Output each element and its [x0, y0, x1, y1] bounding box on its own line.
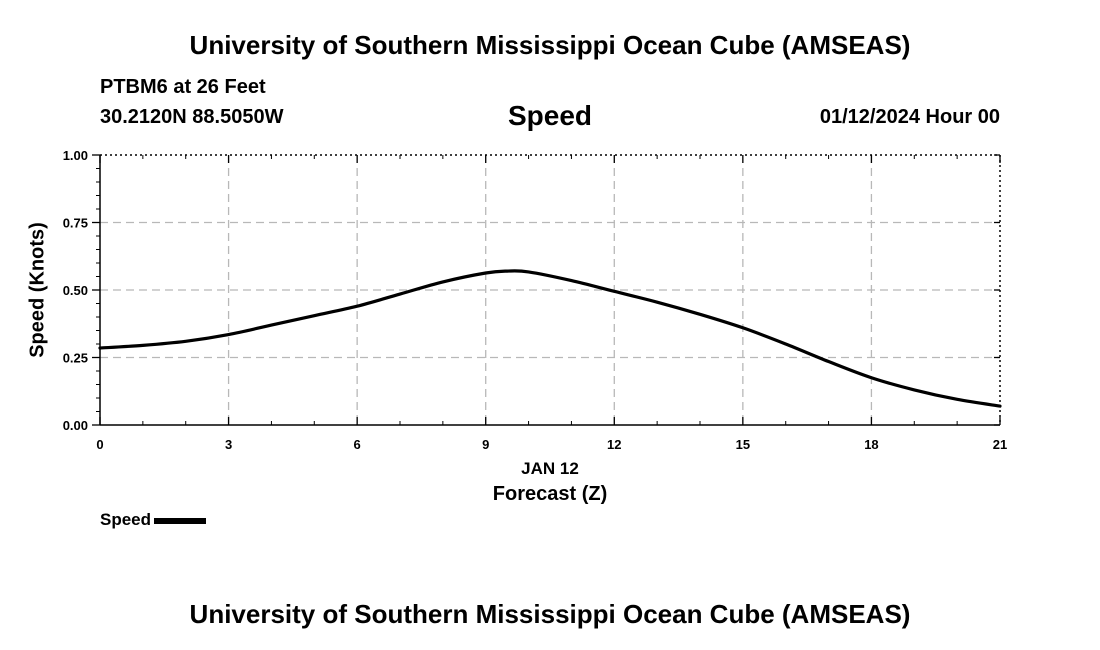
y-tick-label: 0.25 [63, 351, 88, 366]
x-tick-label: 6 [354, 437, 361, 452]
y-tick-label: 1.00 [63, 148, 88, 163]
y-tick-label: 0.50 [63, 283, 88, 298]
station-label: PTBM6 at 26 Feet [100, 76, 266, 98]
chart-title: Speed [507, 100, 593, 131]
run-time-label: 01/12/2024 Hour 00 [819, 106, 1000, 128]
x-axis-date-label: JAN 12 [521, 459, 579, 478]
y-tick-label: 0.00 [63, 418, 88, 433]
x-tick-label: 9 [482, 437, 489, 452]
x-tick-label: 21 [993, 437, 1007, 452]
grid-lines [100, 155, 1000, 425]
axis-ticks [92, 154, 1001, 426]
page-title: University of Southern Mississippi Ocean… [189, 30, 911, 60]
chart-legend: Speed [100, 510, 207, 530]
tick-labels: 0 3 6 9 12 15 18 21 0.00 0.25 0.50 0.75 1.00 [63, 148, 1008, 452]
series-layer [98, 269, 1002, 408]
x-tick-label: 3 [225, 437, 232, 452]
y-axis-label: Speed (Knots) [26, 222, 49, 358]
legend-label-speed: Speed [100, 510, 152, 529]
x-axis-label: Forecast (Z) [492, 483, 608, 505]
x-tick-label: 15 [736, 437, 750, 452]
legend-swatch-speed [154, 518, 207, 524]
footer-title: University of Southern Mississippi Ocean… [189, 599, 911, 629]
x-tick-label: 18 [864, 437, 878, 452]
coordinates-label: 30.2120N 88.5050W [100, 106, 284, 128]
y-tick-label: 0.75 [63, 216, 88, 231]
x-tick-label: 12 [607, 437, 621, 452]
x-tick-label: 0 [96, 437, 103, 452]
series-line-speed [98, 269, 1002, 408]
